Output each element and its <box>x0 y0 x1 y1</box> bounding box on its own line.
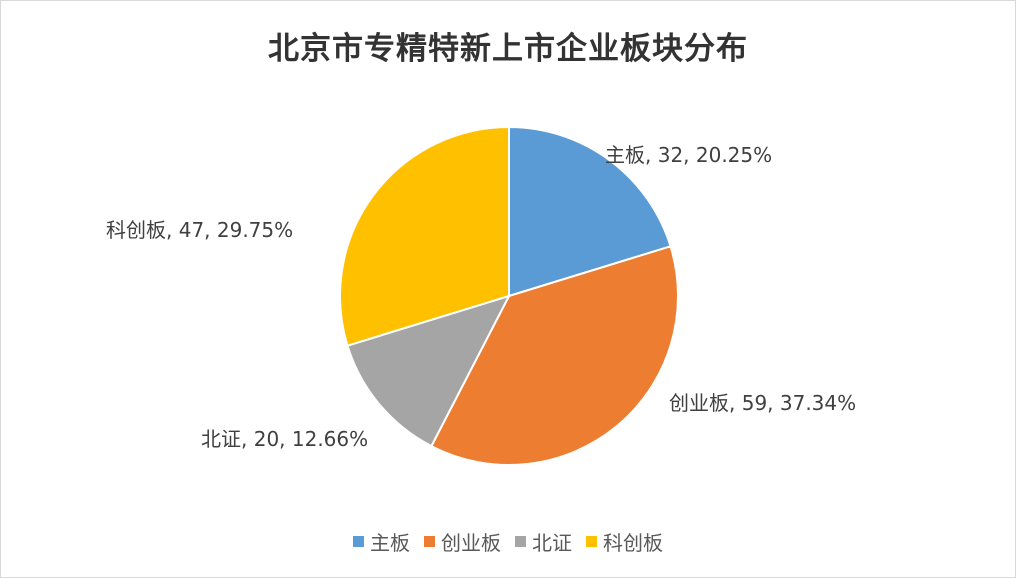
pie-slice-chuangyeban <box>430 245 679 466</box>
data-label-kechuangban: 科创板, 47, 29.75% <box>106 218 294 242</box>
pie-slice-kechuangban <box>339 125 510 347</box>
data-label-chuangyeban: 创业板, 59, 37.34% <box>669 391 857 415</box>
legend-swatch <box>515 536 526 547</box>
legend-label: 创业板 <box>441 531 501 555</box>
legend-swatch <box>424 536 435 547</box>
legend-item-zhuban: 主板 <box>353 527 410 556</box>
pie-slice-zhuban <box>508 125 672 298</box>
data-label-beizheng: 北证, 20, 12.66% <box>201 427 369 451</box>
legend-item-kechuangban: 科创板 <box>586 527 663 556</box>
legend-swatch <box>353 536 364 547</box>
legend-label: 北证 <box>532 531 572 555</box>
chart-title: 北京市专精特新上市企业板块分布 <box>268 31 748 67</box>
legend-label: 科创板 <box>603 531 663 555</box>
legend-label: 主板 <box>370 531 410 555</box>
legend-item-beizheng: 北证 <box>515 527 572 556</box>
data-label-zhuban: 主板, 32, 20.25% <box>605 143 773 167</box>
legend: 主板 创业板 北证 科创板 <box>1 527 1015 556</box>
legend-item-chuangyeban: 创业板 <box>424 527 501 556</box>
legend-swatch <box>586 536 597 547</box>
